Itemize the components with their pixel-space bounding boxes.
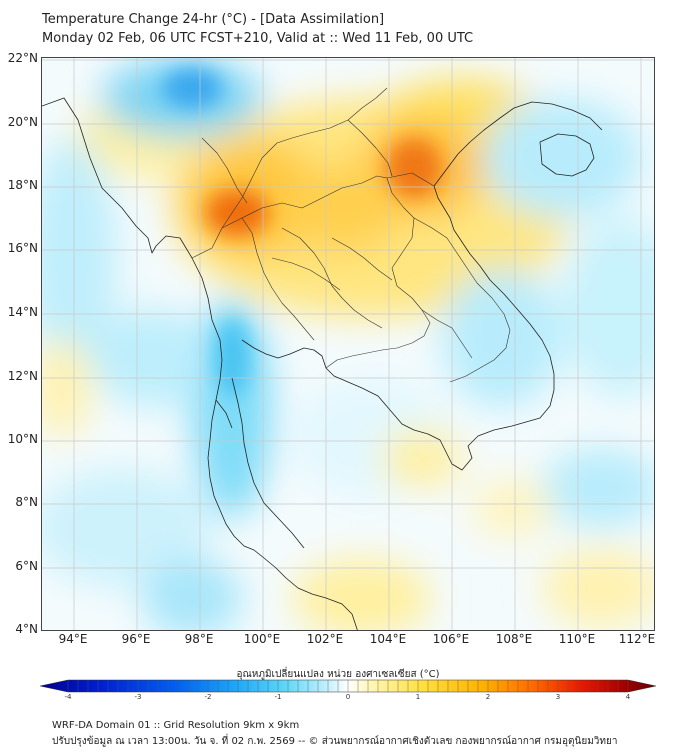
footer-model-info: WRF-DA Domain 01 :: Grid Resolution 9km … bbox=[52, 720, 300, 731]
lat-label-16n: 16°N bbox=[7, 241, 38, 255]
colorbar bbox=[40, 679, 656, 693]
lat-label-6n: 6°N bbox=[15, 559, 38, 573]
country-borders bbox=[191, 87, 511, 383]
coastlines bbox=[42, 97, 603, 630]
colorbar-title: อุณหภูมิเปลี่ยนแปลง หน่วย องศาเซลเซียส (… bbox=[236, 669, 440, 680]
colorbar-tick: -1 bbox=[274, 693, 282, 701]
lon-label-110e: 110°E bbox=[558, 632, 596, 646]
lat-label-8n: 8°N bbox=[15, 495, 38, 509]
lon-label-98e: 98°E bbox=[184, 632, 214, 646]
graticule bbox=[42, 58, 654, 630]
lon-label-100e: 100°E bbox=[243, 632, 281, 646]
footer-credit: ปรับปรุงข้อมูล ณ เวลา 13:00น. วัน จ. ที่… bbox=[52, 736, 618, 747]
temperature-change-map bbox=[41, 57, 655, 631]
lat-label-4n: 4°N bbox=[15, 622, 38, 636]
lat-label-14n: 14°N bbox=[7, 305, 38, 319]
lon-label-108e: 108°E bbox=[495, 632, 533, 646]
colorbar-tick: -2 bbox=[204, 693, 212, 701]
colorbar-tick: -4 bbox=[64, 693, 72, 701]
colorbar-tick: 4 bbox=[625, 693, 631, 701]
lon-label-104e: 104°E bbox=[369, 632, 407, 646]
lat-label-22n: 22°N bbox=[7, 51, 38, 65]
colorbar-tick: 3 bbox=[555, 693, 561, 701]
map-title: Temperature Change 24-hr (°C) - [Data As… bbox=[42, 12, 385, 27]
colorbar-tick: 2 bbox=[485, 693, 491, 701]
lon-label-106e: 106°E bbox=[432, 632, 470, 646]
lon-label-94e: 94°E bbox=[58, 632, 88, 646]
map-subtitle: Monday 02 Feb, 06 UTC FCST+210, Valid at… bbox=[42, 31, 474, 46]
lat-label-10n: 10°N bbox=[7, 432, 38, 446]
colorbar-tick: 0 bbox=[345, 693, 351, 701]
lat-label-18n: 18°N bbox=[7, 178, 38, 192]
lon-label-102e: 102°E bbox=[306, 632, 344, 646]
lat-label-20n: 20°N bbox=[7, 115, 38, 129]
lon-label-96e: 96°E bbox=[121, 632, 151, 646]
colorbar-tick: -3 bbox=[134, 693, 142, 701]
lat-label-12n: 12°N bbox=[7, 369, 38, 383]
colorbar-tick: 1 bbox=[415, 693, 421, 701]
lon-label-112e: 112°E bbox=[618, 632, 656, 646]
